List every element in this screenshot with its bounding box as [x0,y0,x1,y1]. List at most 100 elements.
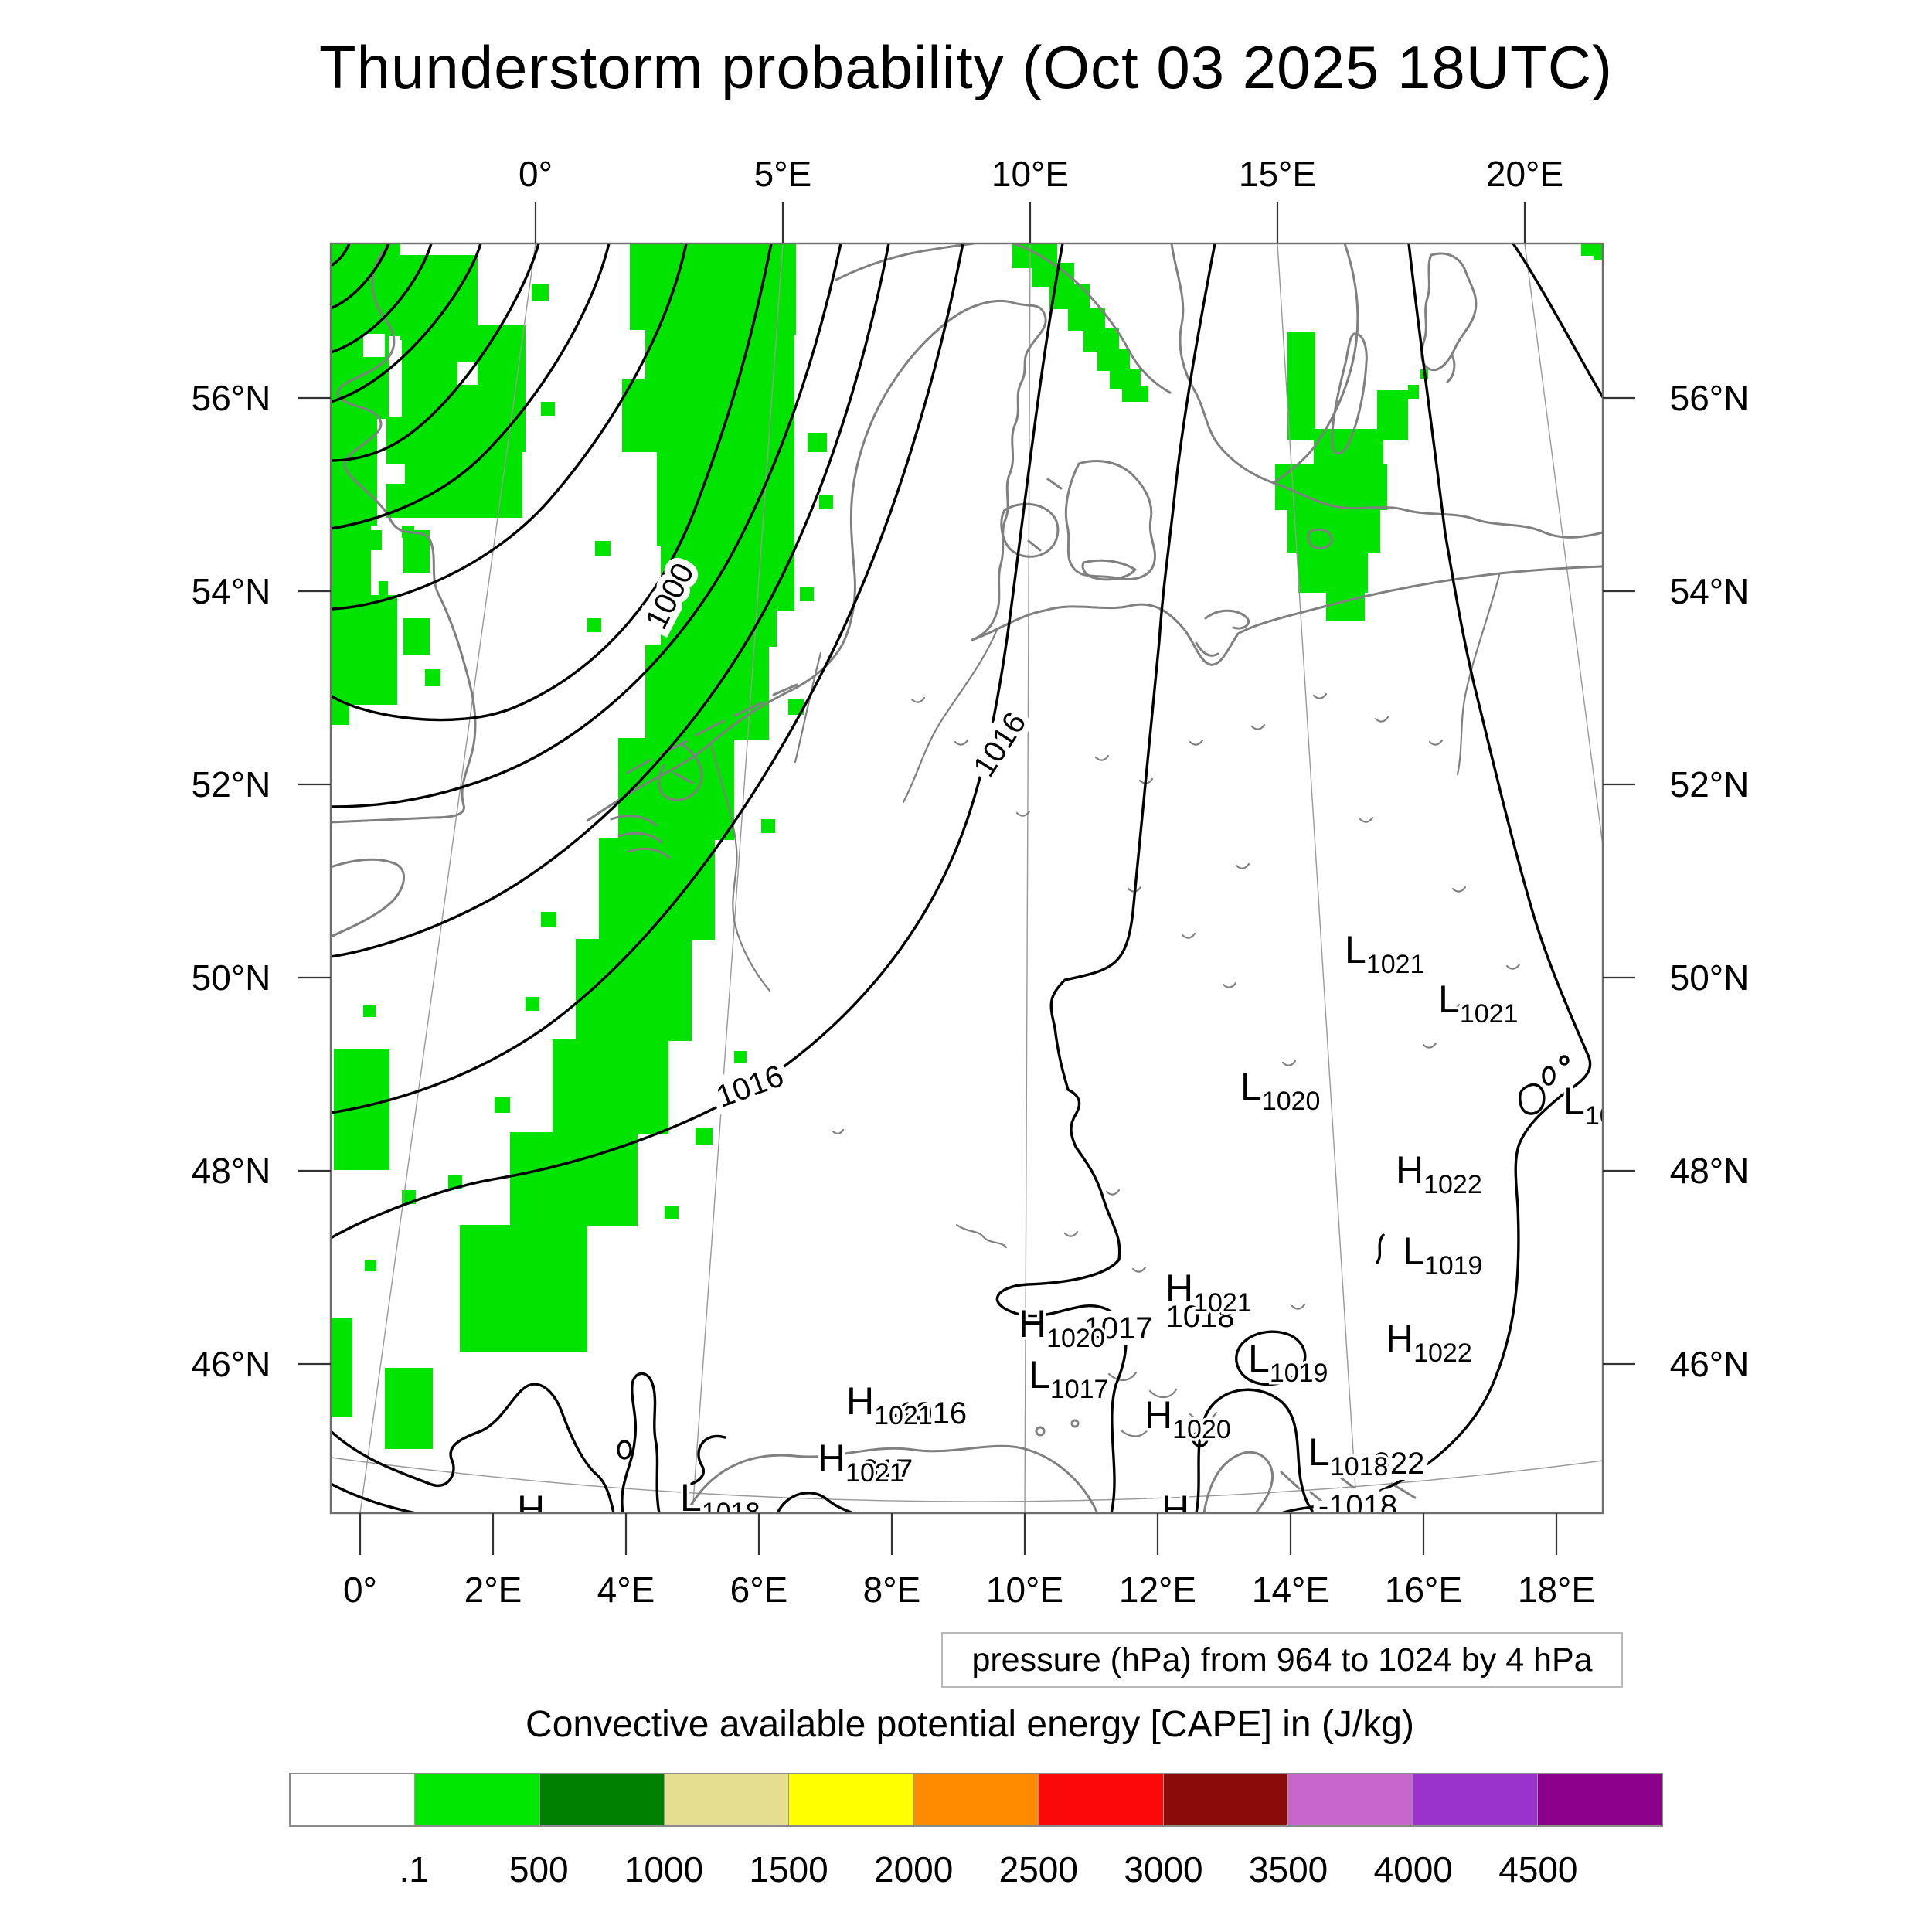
cape-shaded-regions [331,243,1603,1449]
coast-norway [835,243,975,281]
bottom-axis-label-2: 4°E [597,1570,655,1610]
pressure-marker-low-0: L1021 [1345,928,1424,979]
colorbar-tick-label-6: 3000 [1124,1849,1203,1889]
cape-colorbar [289,1773,1663,1827]
graticule [331,243,1603,1513]
colorbar-tick-label-3: 1500 [749,1849,828,1889]
pressure-marker-high-6: H1022 [1386,1317,1472,1368]
bottom-axis-label-5: 10°E [985,1570,1064,1610]
left-axis-label-4: 48°N [191,1151,271,1191]
pressure-marker-high-8: H1020 [1019,1302,1105,1353]
pressure-marker-low-9: L1017 [1029,1353,1108,1404]
colorbar-tick-label-2: 1000 [624,1849,704,1889]
bottom-axis-label-3: 6°E [730,1570,788,1610]
bottom-axis-label-4: 8°E [862,1570,921,1610]
left-axis-label-2: 52°N [191,764,271,804]
island-bornholm [1307,528,1333,549]
map-frame [329,242,1604,1515]
contour-1016 [331,243,1064,1240]
coast-sweden-e [1272,243,1359,485]
istria [1202,1451,1274,1513]
coast-adriatic [685,1444,1099,1513]
colorbar-tick-label-4: 2000 [874,1849,954,1889]
pressure-caption-box: pressure (hPa) from 964 to 1024 by 4 hPa [941,1632,1623,1688]
right-axis-label-4: 48°N [1669,1151,1750,1191]
frisian-islands [626,683,798,774]
colorbar-tick-label-7: 3500 [1248,1849,1328,1889]
coast-great-britain [331,243,477,824]
colorbar-cell-7 [1162,1774,1287,1825]
pressure-marker-low-5: L1019 [1403,1230,1482,1281]
pressure-contours [331,243,1603,1513]
island-zealand [1064,460,1156,580]
coast-baltic-south [971,565,1603,666]
right-axis-label-5: 46°N [1669,1344,1750,1384]
contour-label-1018-8: -1018 [1318,1489,1397,1523]
contour-alps-1 [331,1383,615,1513]
colorbar-tick-label-1: 500 [509,1849,569,1889]
colorbar-tick-label-0: .1 [399,1849,429,1889]
coast-channel-france [331,858,406,938]
colorbar-cell-8 [1287,1774,1413,1825]
colorbar-cell-10 [1536,1774,1662,1825]
top-axis-label-1: 5°E [753,154,812,194]
left-axis-label-0: 56°N [191,378,271,418]
pressure-marker-high-13: H1021 [846,1379,933,1430]
colorbar-tick-label-8: 4000 [1373,1849,1453,1889]
colorbar-cell-6 [1038,1774,1163,1825]
pressure-marker-high-11: H1020 [1145,1393,1231,1444]
contour-1020-east [1280,243,1592,1513]
contour-label-1016-5: -1016 [888,1396,967,1430]
top-axis-label-0: 0° [519,154,553,194]
colorbar-cell-5 [913,1774,1039,1825]
colorbar-tick-label-5: 2500 [998,1849,1078,1889]
colorbar-cell-3 [664,1774,789,1825]
dutch-delta [610,815,671,859]
contour-label-1016-1: 1016 [967,706,1032,783]
bottom-axis-label-6: 12°E [1118,1570,1197,1610]
pressure-marker-low-12: L1018 [1308,1430,1388,1481]
colorbar-cell-1 [414,1774,539,1825]
ijsselmeer [658,742,703,801]
pressure-marker-low-15: L1018 [680,1476,760,1527]
colorbar-cell-0 [291,1774,415,1825]
pressure-marker-low-4: L10 [1563,1080,1614,1131]
coast-nl-de-dk [586,299,1047,822]
pressure-marker-high-17: H [1162,1488,1189,1531]
coastlines [331,243,1603,1513]
right-axis-label-1: 54°N [1669,571,1750,611]
contour-label-017-6: 017 [862,1454,913,1488]
pressure-marker-high-7: H1021 [1165,1267,1252,1318]
bottom-axis-label-1: 2°E [464,1570,522,1610]
island-funen [1000,502,1060,558]
top-axis-label-3: 15°E [1238,154,1317,194]
pressure-marker-high-16: H [517,1488,545,1531]
bottom-axis-label-0: 0° [343,1570,377,1610]
colorbar-cell-9 [1412,1774,1537,1825]
top-axis-label-4: 20°E [1485,154,1564,194]
pressure-center-markers: L1021L1021L1020H1022L10L1019H1022H1021H1… [515,926,1614,1531]
bottom-axis-label-7: 14°E [1251,1570,1330,1610]
colorbar-cell-4 [788,1774,913,1825]
lake-flecks [832,692,1521,1327]
contour-label-022-7: 022 [1373,1447,1425,1481]
top-axis-label-2: 10°E [991,154,1070,194]
colorbar-tick-label-9: 4500 [1498,1849,1578,1889]
contour-label-1016-2: 1016 [712,1059,788,1114]
bottom-axis-label-9: 18°E [1517,1570,1596,1610]
contour-1000 [331,243,773,722]
island-gotland [1420,252,1478,372]
right-axis-label-2: 52°N [1669,764,1750,804]
pressure-marker-low-2: L1020 [1240,1065,1320,1116]
pressure-marker-high-14: H1021 [818,1437,904,1488]
pressure-marker-high-3: H1022 [1396,1148,1482,1199]
bottom-axis-label-8: 16°E [1384,1570,1463,1610]
left-axis-label-1: 54°N [191,571,271,611]
colorbar-cell-2 [539,1774,665,1825]
contour-label-1017-4: 1017 [1084,1311,1153,1345]
right-axis-label-3: 50°N [1669,957,1750,998]
contour-alps-2 [621,1372,661,1513]
axis-ticks [298,202,1635,1555]
